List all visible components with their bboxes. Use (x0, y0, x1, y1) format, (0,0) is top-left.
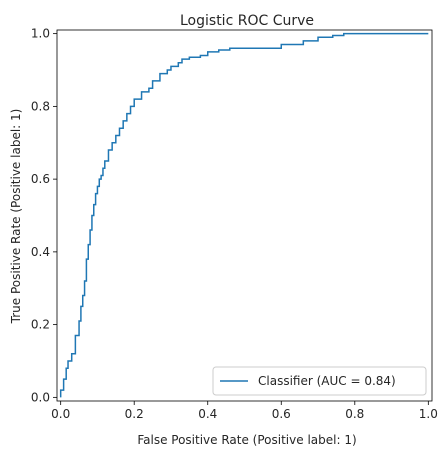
x-axis-ticks: 0.0 0.2 0.4 0.6 0.8 1.0 (51, 401, 438, 421)
x-tick-label: 0.4 (198, 407, 217, 421)
y-tick-label: 0.6 (31, 172, 50, 186)
legend: Classifier (AUC = 0.84) (212, 366, 427, 396)
x-tick-label: 0.6 (272, 407, 291, 421)
plot-frame (56, 29, 433, 402)
y-axis-ticks: 0.0 0.2 0.4 0.6 0.8 1.0 (31, 27, 57, 404)
roc-curve-line (59, 32, 429, 398)
y-tick-label: 0.2 (31, 318, 50, 332)
y-tick-label: 1.0 (31, 27, 50, 41)
y-tick-label: 0.8 (31, 99, 50, 113)
x-axis-label: False Positive Rate (Positive label: 1) (137, 433, 356, 447)
legend-label-classifier: Classifier (AUC = 0.84) (258, 374, 396, 388)
plot-area (57, 30, 432, 401)
x-tick-label: 1.0 (419, 407, 438, 421)
y-axis-label: True Positive Rate (Positive label: 1) (9, 109, 23, 325)
legend-box (212, 366, 427, 396)
y-tick-label: 0.4 (31, 245, 50, 259)
x-tick-label: 0.8 (345, 407, 364, 421)
x-tick-label: 0.2 (125, 407, 144, 421)
x-tick-label: 0.0 (51, 407, 70, 421)
chart-title: Logistic ROC Curve (180, 13, 314, 29)
y-tick-label: 0.0 (31, 390, 50, 404)
